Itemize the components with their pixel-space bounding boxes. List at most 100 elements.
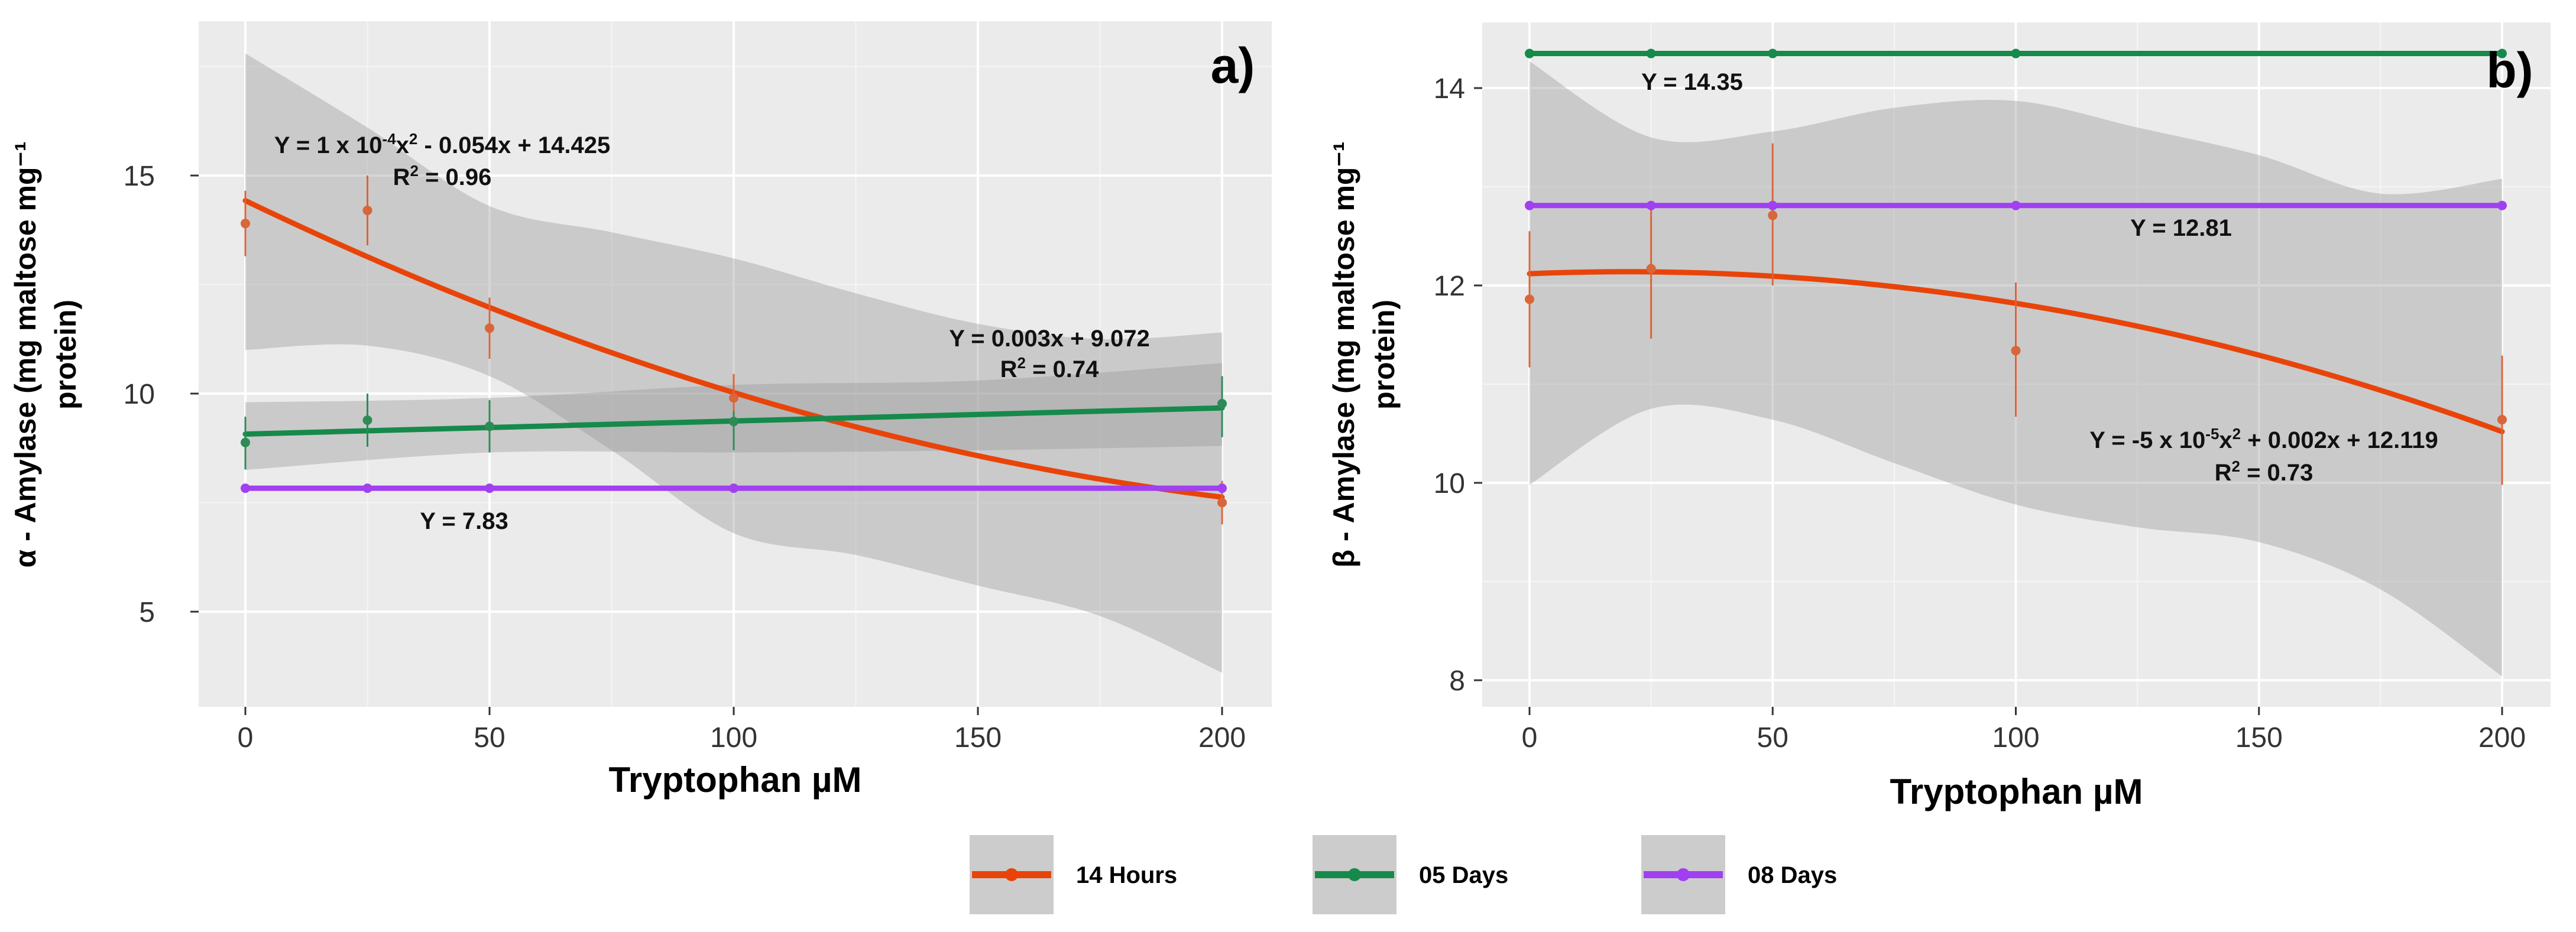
x-tick-label: 0: [1522, 722, 1538, 754]
data-point: [729, 417, 738, 427]
x-tick-label: 50: [474, 722, 505, 754]
text-segment: Y = 0.003x + 9.072: [949, 326, 1150, 352]
x-axis-title: Tryptophan µM: [1890, 772, 2143, 811]
x-tick-label: 150: [2235, 722, 2283, 754]
data-point: [2497, 48, 2507, 59]
data-point: [1217, 398, 1227, 408]
text-segment: R: [2215, 460, 2232, 486]
text-segment: R: [1000, 356, 1018, 382]
legend-item: 14 Hours: [970, 835, 1177, 914]
superscript: 2: [410, 162, 418, 180]
confidence-band: [245, 53, 1222, 673]
data-point: [729, 483, 738, 493]
superscript: -5: [2205, 425, 2219, 443]
data-point: [2497, 415, 2507, 425]
data-point: [485, 483, 494, 493]
text-segment: = 0.74: [1026, 356, 1099, 382]
series-08-days: [241, 483, 1227, 493]
text-segment: Y = 7.83: [420, 508, 508, 534]
y-tick-label: 10: [124, 379, 155, 410]
equation-label: Y = 0.003x + 9.072: [949, 326, 1150, 352]
text-segment: Y = -5 x 10: [2089, 427, 2205, 453]
series-05-days: [241, 376, 1227, 470]
legend-point-icon: [1005, 868, 1018, 881]
y-tick-label: 10: [1434, 468, 1465, 499]
equation-label: Y = 7.83: [420, 508, 508, 534]
legend-label: 05 Days: [1419, 862, 1508, 888]
legend-item: 08 Days: [1641, 835, 1837, 914]
y-tick-label: 15: [124, 161, 155, 192]
r-squared-label: R2 = 0.74: [1000, 354, 1100, 382]
y-axis-title-line: protein): [49, 300, 82, 410]
data-point: [1525, 200, 1534, 210]
y-axis-title-line: β - Amylase (mg maltose mg⁻¹: [1327, 142, 1360, 568]
plot-background: [199, 21, 1272, 707]
series-08-days: [1525, 200, 2507, 210]
superscript: 2: [2232, 425, 2241, 443]
data-point: [1768, 200, 1778, 210]
text-segment: x: [2219, 427, 2232, 453]
text-segment: = 0.73: [2240, 460, 2313, 486]
data-point: [2497, 200, 2507, 210]
data-point: [485, 421, 494, 431]
legend-point-icon: [1348, 868, 1361, 881]
equation-label: Y = 14.35: [1641, 69, 1743, 95]
y-tick-label: 14: [1434, 73, 1465, 105]
superscript: -4: [383, 130, 397, 148]
panel-label: a): [1211, 38, 1255, 93]
series-05-days: [1525, 48, 2507, 59]
data-point: [241, 219, 250, 229]
data-point: [1768, 210, 1778, 220]
data-point: [1646, 264, 1656, 274]
data-point: [362, 206, 372, 216]
equation-label: Y = 1 x 10-4x2 - 0.054x + 14.425: [274, 130, 610, 158]
superscript: 2: [1017, 354, 1025, 372]
x-tick-label: 100: [1992, 722, 2039, 754]
data-point: [241, 437, 250, 447]
data-point: [2011, 346, 2021, 356]
data-point: [1217, 483, 1227, 493]
series-14-hours: [1525, 143, 2507, 485]
data-point: [241, 483, 250, 493]
x-tick-label: 150: [954, 722, 1002, 754]
superscript: 2: [409, 130, 417, 148]
y-axis-title-line: α - Amylase (mg maltose mg⁻¹: [9, 141, 42, 567]
legend-label: 14 Hours: [1076, 862, 1177, 888]
x-tick-label: 200: [2478, 722, 2526, 754]
text-segment: = 0.96: [419, 164, 491, 190]
data-point: [1525, 48, 1534, 59]
x-axis-title: Tryptophan µM: [609, 760, 862, 800]
data-point: [362, 483, 372, 493]
equation-label: Y = 12.81: [2130, 215, 2232, 241]
data-point: [1768, 48, 1778, 59]
text-segment: Y = 12.81: [2130, 215, 2232, 241]
superscript: 2: [2231, 457, 2240, 475]
legend: 14 Hours 05 Days 08 Days: [970, 835, 1837, 914]
r-squared-label: R2 = 0.96: [393, 162, 492, 190]
data-point: [1217, 498, 1227, 508]
y-tick-label: 8: [1449, 665, 1465, 697]
text-segment: x: [396, 132, 409, 158]
text-segment: - 0.054x + 14.425: [417, 132, 610, 158]
data-point: [1646, 48, 1656, 59]
data-point: [2011, 48, 2021, 59]
data-point: [485, 323, 494, 333]
y-tick-label: 5: [139, 597, 155, 628]
data-point: [2011, 200, 2021, 210]
panel-label: b): [2486, 43, 2533, 98]
text-segment: Y = 14.35: [1641, 69, 1743, 95]
data-point: [1646, 200, 1656, 210]
text-segment: + 0.002x + 12.119: [2241, 427, 2438, 453]
y-axis-title-line: protein): [1368, 300, 1401, 410]
data-point: [362, 415, 372, 426]
x-tick-label: 50: [1757, 722, 1788, 754]
equation-label: Y = -5 x 10-5x2 + 0.002x + 12.119: [2089, 425, 2438, 453]
r-squared-label: R2 = 0.73: [2215, 457, 2313, 486]
x-tick-label: 0: [238, 722, 254, 754]
legend-item: 05 Days: [1313, 835, 1508, 914]
text-segment: R: [393, 164, 410, 190]
legend-label: 08 Days: [1748, 862, 1837, 888]
